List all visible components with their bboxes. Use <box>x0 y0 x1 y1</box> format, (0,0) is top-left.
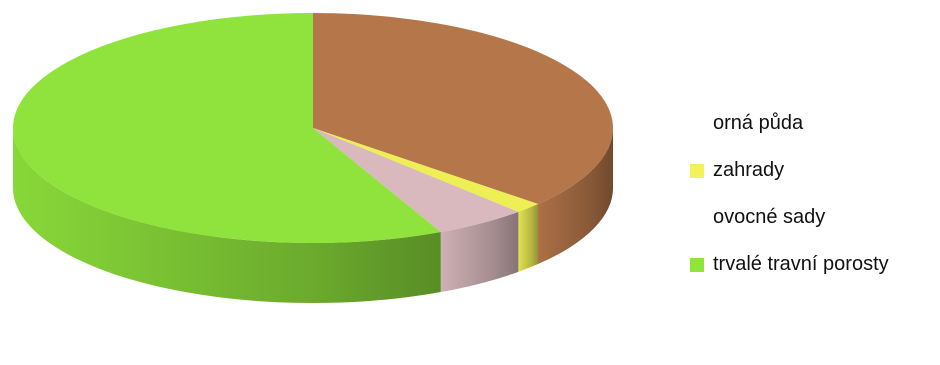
legend-label: trvalé travní porosty <box>713 253 889 275</box>
pie-side-walls <box>13 128 613 303</box>
pie-slice-side-shade <box>13 128 441 303</box>
legend-swatch <box>690 211 704 225</box>
chart-legend: orná půda zahrady ovocné sady trvalé travní… <box>690 100 889 288</box>
pie-slice-orna-puda <box>313 13 613 205</box>
legend-swatch <box>690 117 704 131</box>
pie-slice-trvale-travni-porosty <box>12 13 441 243</box>
legend-item-zahrady: zahrady <box>690 147 889 194</box>
legend-swatch <box>690 163 704 178</box>
pie-slice-side-shade <box>518 204 539 272</box>
legend-item-ovocne-sady: ovocné sady <box>690 194 889 241</box>
legend-item-trvale-travni-porosty: trvalé travní porosty <box>690 241 889 288</box>
pie-slice-zahrady <box>313 128 539 212</box>
legend-label: orná půda <box>713 112 804 134</box>
pie-slice-side-shade <box>538 128 613 265</box>
legend-label: zahrady <box>713 159 785 181</box>
legend-swatch <box>690 257 704 272</box>
legend-item-orna-puda: orná půda <box>690 100 889 147</box>
pie-top-faces <box>12 13 613 243</box>
pie-slice-ovocne-sady <box>313 128 519 233</box>
pie-slice-side-shade <box>440 211 519 293</box>
legend-label: ovocné sady <box>713 206 826 228</box>
